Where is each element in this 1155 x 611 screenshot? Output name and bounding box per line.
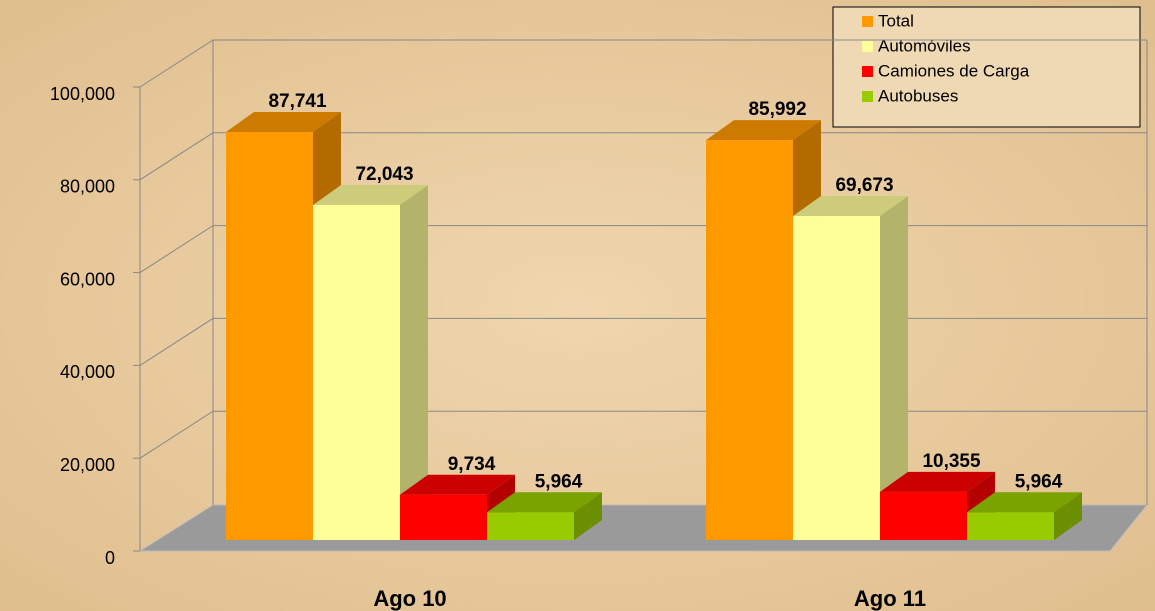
data-label: 9,734 bbox=[448, 454, 496, 475]
y-tick-label: 0 bbox=[105, 548, 115, 568]
data-label: 72,043 bbox=[355, 164, 413, 185]
bar-front bbox=[313, 205, 400, 540]
bar bbox=[313, 185, 428, 540]
bar-front bbox=[226, 132, 313, 541]
legend-swatch bbox=[862, 91, 873, 102]
bar-top bbox=[487, 492, 602, 513]
legend-label: Camiones de Carga bbox=[878, 61, 1030, 80]
y-tick-label: 100,000 bbox=[50, 84, 115, 104]
x-tick-label: Ago 10 bbox=[373, 586, 446, 611]
grid-line bbox=[139, 39, 1147, 88]
legend-label: Autobuses bbox=[878, 86, 958, 105]
data-label: 5,964 bbox=[1015, 471, 1063, 492]
bar-top bbox=[793, 196, 908, 217]
grid-line bbox=[139, 132, 1147, 181]
bar-front bbox=[487, 512, 574, 540]
y-tick-label: 20,000 bbox=[60, 455, 115, 475]
bar-side bbox=[574, 492, 602, 540]
y-tick-label: 60,000 bbox=[60, 269, 115, 289]
legend-swatch bbox=[862, 41, 873, 52]
data-label: 10,355 bbox=[922, 451, 981, 472]
bar-top bbox=[706, 120, 821, 141]
bar-side bbox=[880, 196, 908, 540]
legend-label: Total bbox=[878, 11, 914, 30]
x-tick-label: Ago 11 bbox=[854, 586, 926, 611]
data-label: 85,992 bbox=[748, 99, 806, 120]
legend-label: Automóviles bbox=[878, 36, 971, 55]
bar-front bbox=[706, 140, 793, 540]
bar-side bbox=[1054, 492, 1082, 540]
bar bbox=[487, 492, 602, 540]
y-tick-label: 80,000 bbox=[60, 177, 115, 197]
data-label: 87,741 bbox=[268, 91, 327, 112]
legend-swatch bbox=[862, 16, 873, 27]
data-label: 69,673 bbox=[835, 175, 893, 196]
data-label: 5,964 bbox=[535, 471, 583, 492]
bar bbox=[967, 492, 1082, 540]
legend-swatch bbox=[862, 66, 873, 77]
y-tick-label: 40,000 bbox=[60, 362, 115, 382]
bar bbox=[793, 196, 908, 540]
bar-top bbox=[226, 112, 341, 133]
bar-top bbox=[967, 492, 1082, 513]
bar-side bbox=[400, 185, 428, 540]
bar-top bbox=[400, 474, 515, 495]
bar-front bbox=[793, 216, 880, 540]
bar-front bbox=[880, 491, 967, 540]
legend-box bbox=[832, 6, 1141, 128]
bar-top bbox=[880, 471, 995, 492]
bar-front bbox=[967, 512, 1054, 540]
bar-front bbox=[400, 494, 487, 540]
legend: Total Automóviles Camiones de Carga Autobus… bbox=[832, 6, 1141, 128]
bar-top bbox=[313, 185, 428, 206]
